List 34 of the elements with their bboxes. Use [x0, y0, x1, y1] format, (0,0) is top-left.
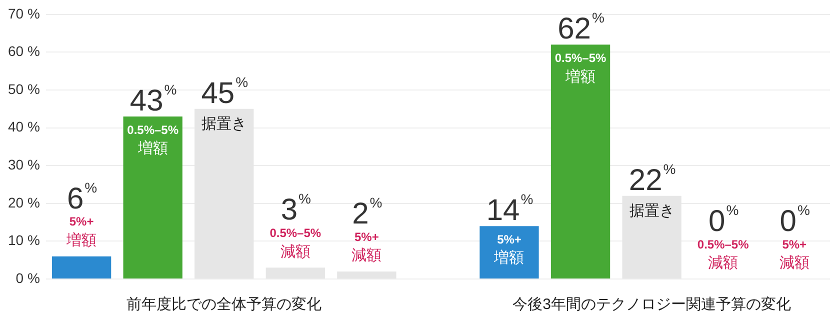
x-tick-label: 5%+ 増額	[66, 214, 97, 249]
bar	[123, 116, 182, 278]
x-tick-label: 5%+ 減額	[779, 237, 810, 272]
data-label: 43%	[130, 81, 177, 118]
y-tick-label: 60 %	[8, 43, 40, 60]
data-label: 6%	[66, 179, 98, 216]
x-tick-label: 0.5%–5% 減額	[697, 237, 750, 272]
y-tick-label: 0 %	[16, 270, 40, 286]
y-tick-label: 30 %	[8, 156, 40, 172]
data-label: 2%	[352, 194, 382, 230]
y-tick-label: 50 %	[8, 80, 40, 97]
text: 前年度比での全体予算の変化	[126, 296, 322, 314]
bar	[550, 44, 610, 278]
data-label: 14%	[486, 191, 534, 228]
data-label: 0%	[780, 202, 810, 238]
data-label: 62%	[558, 10, 604, 46]
bar	[52, 256, 112, 278]
data-label: 3%	[280, 190, 311, 227]
x-tick-label: 据置き	[202, 116, 247, 133]
data-label: 22%	[628, 160, 676, 197]
y-tick-label: 70 %	[8, 5, 40, 22]
bar	[480, 226, 539, 278]
y-tick-label: 40 %	[8, 118, 40, 135]
x-tick-label: 0.5%–5% 増額	[554, 50, 607, 86]
x-tick-label: 5%+ 増額	[493, 232, 524, 267]
x-tick-label: 据置き	[629, 202, 674, 220]
text: 今後3年間のテクノロジー関連予算の変化	[512, 296, 791, 314]
y-tick-label: 20 %	[8, 194, 40, 210]
x-tick-label: 0.5%–5% 増額	[127, 122, 179, 158]
x-tick-label: 5%+ 減額	[352, 230, 382, 264]
x-tick-label: 0.5%–5% 減額	[270, 226, 322, 260]
data-label: 0%	[708, 202, 739, 238]
data-label: 45%	[201, 74, 248, 110]
y-tick-label: 10 %	[8, 232, 40, 248]
